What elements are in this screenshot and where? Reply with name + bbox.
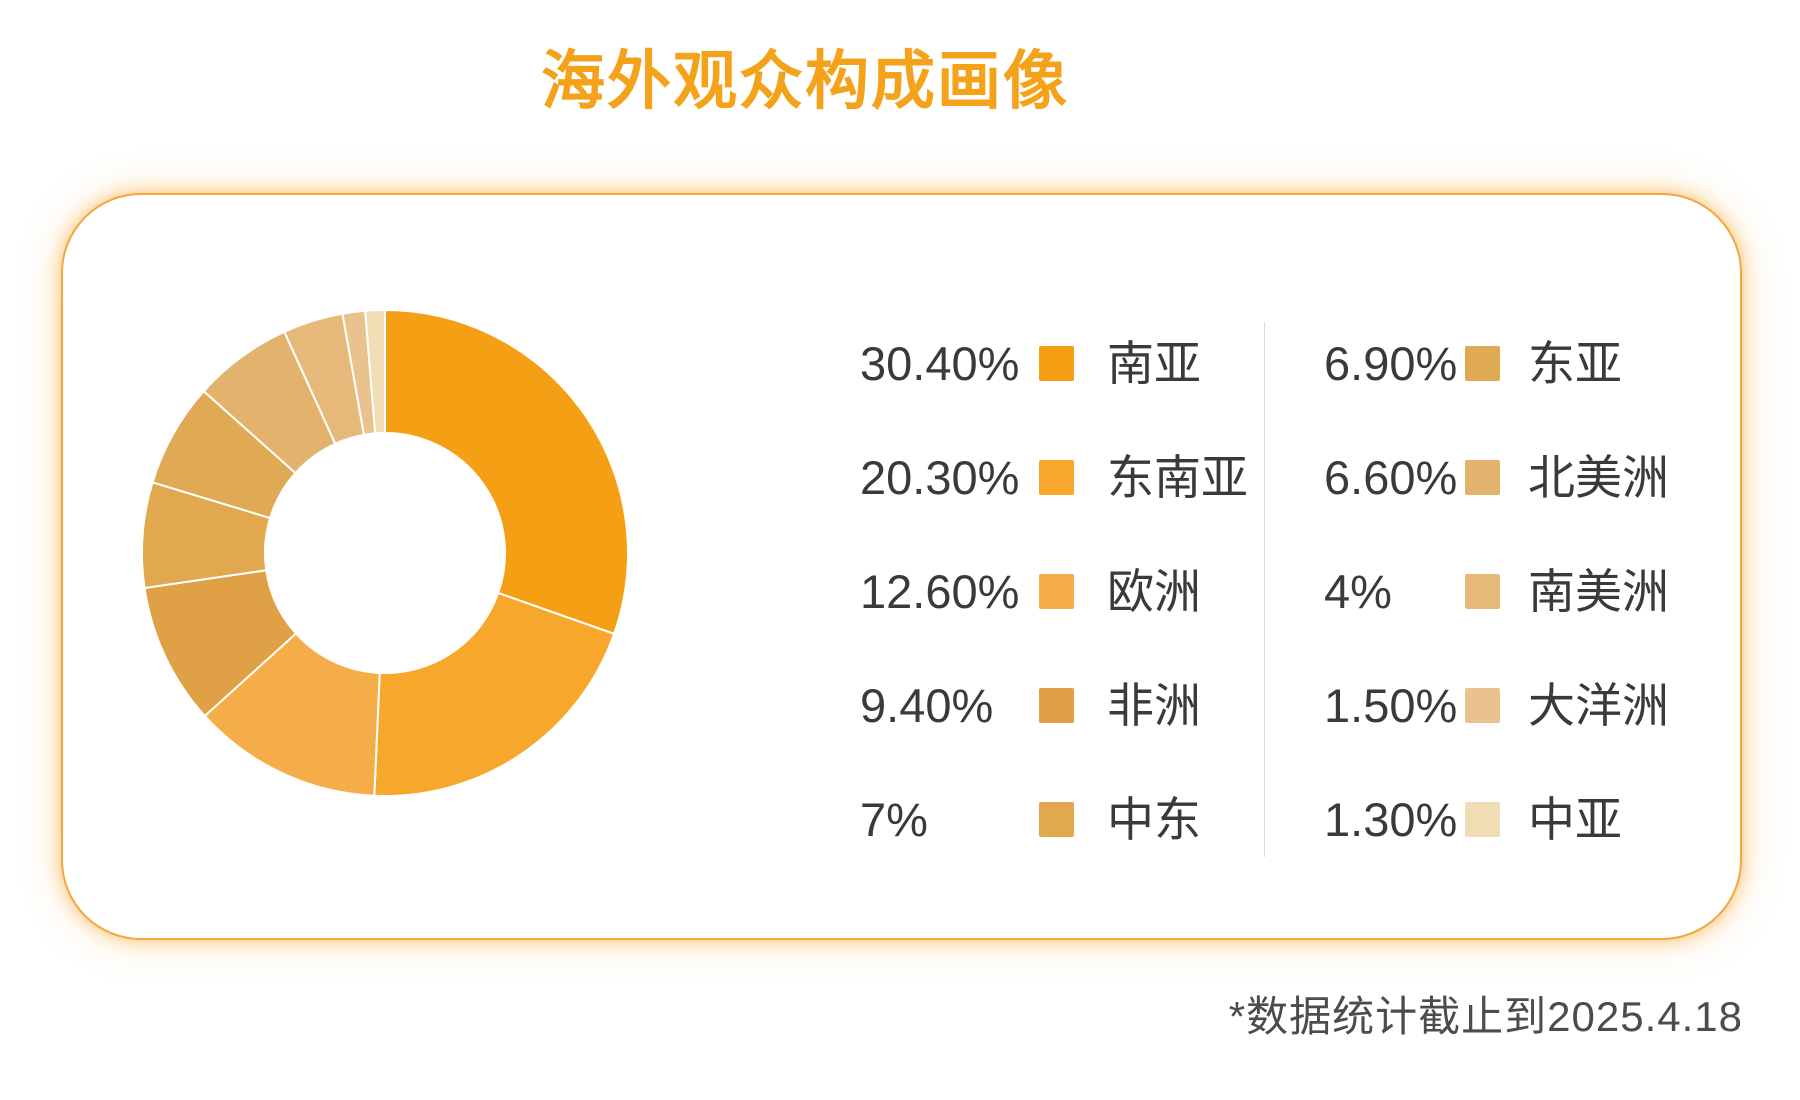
- legend-swatch: [1465, 345, 1500, 381]
- legend-percent: 1.30%: [1324, 792, 1458, 846]
- legend-percent: 30.40%: [860, 336, 1020, 390]
- legend-label: 中亚: [1528, 792, 1622, 846]
- page-title: 海外观众构成画像: [541, 45, 1069, 117]
- legend-label: 南亚: [1107, 336, 1201, 390]
- legend-swatch: [1039, 573, 1074, 609]
- legend-item: 30.40% 南亚: [860, 306, 1248, 420]
- legend-item: 6.60% 北美洲: [1324, 420, 1669, 534]
- legend-swatch: [1465, 573, 1500, 609]
- legend-item: 6.90% 东亚: [1324, 306, 1669, 420]
- legend-percent: 4%: [1324, 564, 1392, 618]
- legend-swatch: [1039, 345, 1074, 381]
- legend-swatch: [1465, 459, 1500, 495]
- legend-percent: 1.50%: [1324, 678, 1458, 732]
- legend-label: 大洋洲: [1528, 678, 1669, 732]
- legend-percent: 20.30%: [860, 450, 1020, 504]
- legend-label: 非洲: [1107, 678, 1201, 732]
- donut-slice-中亚: [364, 308, 386, 435]
- legend-percent: 9.40%: [860, 678, 994, 732]
- legend-percent: 6.60%: [1324, 450, 1458, 504]
- legend-item: 12.60% 欧洲: [860, 534, 1248, 648]
- legend-column-right: 6.90% 东亚 6.60% 北美洲 4% 南美洲 1.50% 大洋洲 1.30…: [1324, 306, 1669, 876]
- legend-percent: 12.60%: [860, 564, 1020, 618]
- legend-item: 1.50% 大洋洲: [1324, 648, 1669, 762]
- legend-label: 东亚: [1528, 336, 1622, 390]
- legend-item: 20.30% 东南亚: [860, 420, 1248, 534]
- legend-swatch: [1039, 687, 1074, 723]
- legend-swatch: [1465, 801, 1500, 837]
- legend-swatch: [1039, 459, 1074, 495]
- legend-label: 东南亚: [1107, 450, 1248, 504]
- legend-label: 南美洲: [1528, 564, 1669, 618]
- legend-label: 欧洲: [1107, 564, 1201, 618]
- legend-item: 7% 中东: [860, 762, 1248, 876]
- legend-item: 9.40% 非洲: [860, 648, 1248, 762]
- donut-slice-东南亚: [373, 591, 616, 797]
- donut-slice-南亚: [384, 308, 629, 636]
- legend-swatch: [1465, 687, 1500, 723]
- legend-column-left: 30.40% 南亚 20.30% 东南亚 12.60% 欧洲 9.40% 非洲 …: [860, 306, 1248, 876]
- legend-item: 1.30% 中亚: [1324, 762, 1669, 876]
- legend-label: 北美洲: [1528, 450, 1669, 504]
- legend-percent: 7%: [860, 792, 928, 846]
- chart-card: 30.40% 南亚 20.30% 东南亚 12.60% 欧洲 9.40% 非洲 …: [61, 193, 1742, 940]
- legend-swatch: [1039, 801, 1074, 837]
- donut-chart: [140, 308, 629, 797]
- legend-item: 4% 南美洲: [1324, 534, 1669, 648]
- legend-divider: [1264, 322, 1265, 857]
- legend-label: 中东: [1107, 792, 1201, 846]
- legend-percent: 6.90%: [1324, 336, 1458, 390]
- footer-note: *数据统计截止到2025.4.18: [1228, 993, 1743, 1040]
